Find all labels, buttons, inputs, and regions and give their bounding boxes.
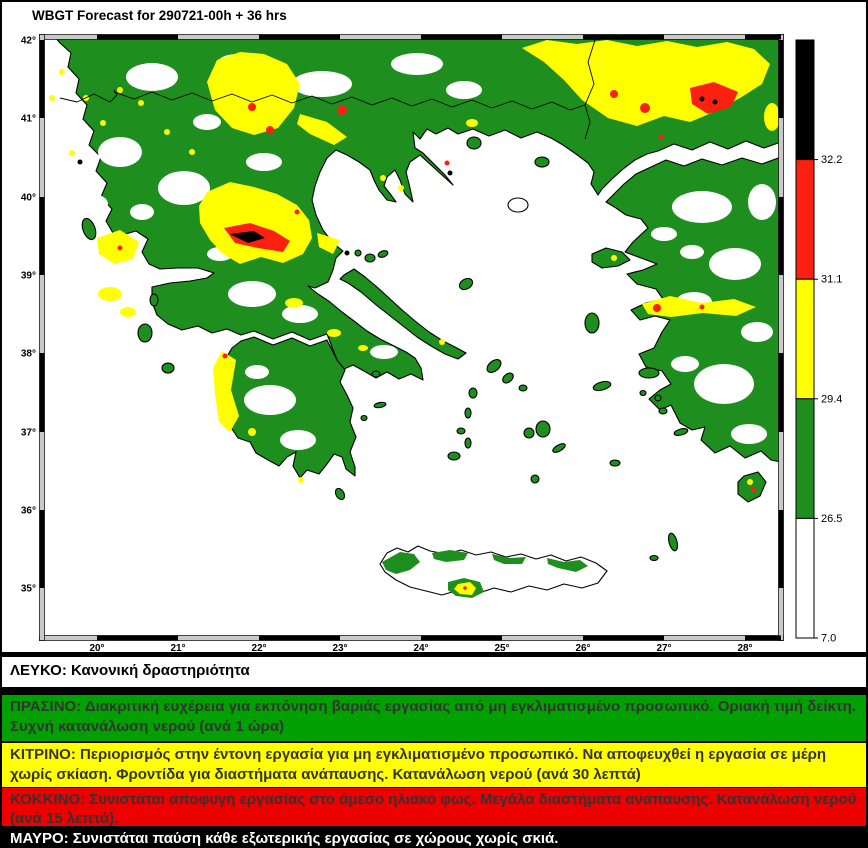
thasos (466, 136, 482, 150)
kefalonia (137, 323, 153, 343)
kythira (334, 487, 346, 501)
kasos (649, 554, 659, 562)
svg-text:7.0: 7.0 (821, 633, 836, 645)
kea (468, 387, 478, 399)
divider (2, 687, 866, 695)
crete-green-north1 (432, 550, 468, 562)
skopelos (364, 253, 376, 263)
svg-text:40°: 40° (21, 193, 36, 204)
white-clearings (62, 53, 776, 450)
divider (2, 787, 866, 788)
legend-strip-white: ΛΕΥΚΟ: Κανονική δραστηριότητα (2, 657, 866, 687)
map-title: WBGT Forecast for 290721-00h + 36 hrs (32, 8, 287, 23)
crete-green-east (547, 558, 588, 572)
svg-text:28°: 28° (737, 643, 752, 654)
legend-strip-green: ΠΡΑΣΙΝΟ: Διακριτική ευχέρεια για εκπόνησ… (2, 695, 866, 741)
amorgos (552, 443, 566, 453)
mainland-greece-balkans (41, 36, 782, 381)
svg-text:35°: 35° (21, 584, 36, 595)
paros (523, 427, 535, 439)
limnos (507, 197, 529, 213)
svg-text:22°: 22° (251, 643, 266, 654)
svg-text:29.4: 29.4 (821, 393, 842, 405)
serifos (456, 427, 466, 435)
svg-text:26°: 26° (575, 643, 590, 654)
santorini (530, 474, 540, 484)
aegina (371, 370, 381, 378)
crete-green-west (382, 552, 420, 574)
skiathos (354, 249, 362, 257)
svg-text:24°: 24° (413, 643, 428, 654)
corfu (81, 217, 97, 241)
country-borders (59, 36, 597, 140)
kalymnos (658, 407, 668, 415)
legend-strips: ΛΕΥΚΟ: Κανονική δραστηριότητα ΠΡΑΣΙΝΟ: Δ… (2, 652, 866, 846)
svg-text:41°: 41° (21, 114, 36, 125)
svg-text:25°: 25° (494, 643, 509, 654)
andros (486, 359, 502, 373)
divider (2, 741, 866, 743)
ikaria (592, 380, 612, 392)
svg-text:31.1: 31.1 (821, 274, 842, 286)
svg-text:42°: 42° (21, 36, 36, 47)
kythnos (464, 407, 472, 419)
svg-text:26.5: 26.5 (821, 513, 842, 525)
mykonos (518, 384, 528, 392)
svg-text:39°: 39° (21, 271, 36, 282)
svg-text:36°: 36° (21, 506, 36, 517)
black-zones (77, 96, 718, 256)
svg-text:27°: 27° (656, 643, 671, 654)
lefkada (149, 293, 159, 307)
skyros (458, 277, 474, 291)
patmos (639, 389, 647, 397)
spetses (360, 414, 368, 422)
crete-green-north2 (492, 554, 526, 564)
legend-strip-yellow: ΚΙΤΡΙΝΟ: Περιορισμός στην έντονη εργασία… (2, 743, 866, 787)
divider (2, 652, 866, 657)
astypalea (609, 459, 621, 467)
chios (584, 312, 600, 334)
hydra (373, 401, 387, 409)
rhodes (737, 471, 767, 503)
svg-text:23°: 23° (332, 643, 347, 654)
alonissos (377, 250, 389, 258)
wbgt-colorbar: 32.2 31.1 29.4 26.5 7.0 (795, 39, 842, 645)
wbgt-map: 42° 41° 40° 39° 38° 37° 36° 35° 20° 21° 22° 23° 24° 2… (21, 34, 842, 655)
svg-text:21°: 21° (170, 643, 185, 654)
svg-text:37°: 37° (21, 428, 36, 439)
samos (638, 367, 660, 379)
kos (673, 428, 689, 436)
legend-strip-red: ΚΟΚΚΙΝΟ: Συνιστάται αποφυγή εργασίας στο… (2, 788, 866, 827)
samothrace (534, 156, 550, 168)
divider (2, 826, 866, 828)
axis-labels: 42° 41° 40° 39° 38° 37° 36° 35° 20° 21° 22° 23° 24° 2… (21, 36, 753, 655)
map-frame (39, 34, 784, 641)
land-shapes (41, 36, 782, 598)
svg-text:20°: 20° (89, 643, 104, 654)
zakynthos (161, 362, 175, 374)
sifnos (464, 437, 472, 449)
leros (654, 394, 662, 402)
islands (81, 136, 767, 562)
karpathos (667, 532, 679, 552)
svg-text:32.2: 32.2 (821, 154, 842, 166)
euboea-island (339, 268, 467, 360)
svg-text:38°: 38° (21, 349, 36, 360)
legend-strip-black: ΜΑΥΡΟ: Συνιστάται παύση κάθε εξωτερικής … (2, 828, 866, 846)
milos (447, 451, 461, 461)
naxos (535, 420, 551, 438)
tinos (502, 372, 514, 384)
